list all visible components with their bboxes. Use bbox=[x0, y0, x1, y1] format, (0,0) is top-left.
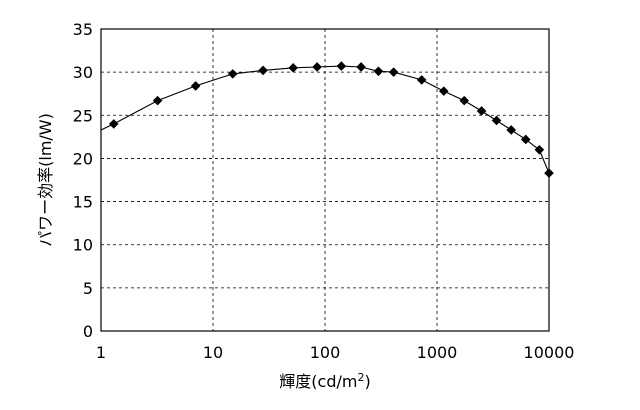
y-axis-label: パワー効率(lm/W) bbox=[36, 113, 55, 247]
y-tick-label: 5 bbox=[83, 279, 93, 298]
x-tick-label: 1 bbox=[96, 343, 106, 362]
x-axis-label-tail: ) bbox=[364, 372, 370, 391]
y-tick-label: 0 bbox=[83, 322, 93, 341]
y-tick-label: 10 bbox=[73, 236, 93, 255]
x-tick-label: 100 bbox=[310, 343, 341, 362]
x-axis-label-superscript: 2 bbox=[357, 371, 364, 384]
x-axis-label: 輝度(cd/m2) bbox=[279, 371, 370, 391]
x-tick-label: 10 bbox=[203, 343, 223, 362]
y-tick-label: 20 bbox=[73, 149, 93, 168]
y-tick-label: 25 bbox=[73, 106, 93, 125]
x-tick-label: 1000 bbox=[417, 343, 458, 362]
x-axis-label-main: 輝度(cd/m bbox=[279, 372, 357, 391]
y-tick-label: 15 bbox=[73, 193, 93, 212]
x-tick-label: 10000 bbox=[524, 343, 575, 362]
y-tick-label: 35 bbox=[73, 20, 93, 39]
y-tick-label: 30 bbox=[73, 63, 93, 82]
